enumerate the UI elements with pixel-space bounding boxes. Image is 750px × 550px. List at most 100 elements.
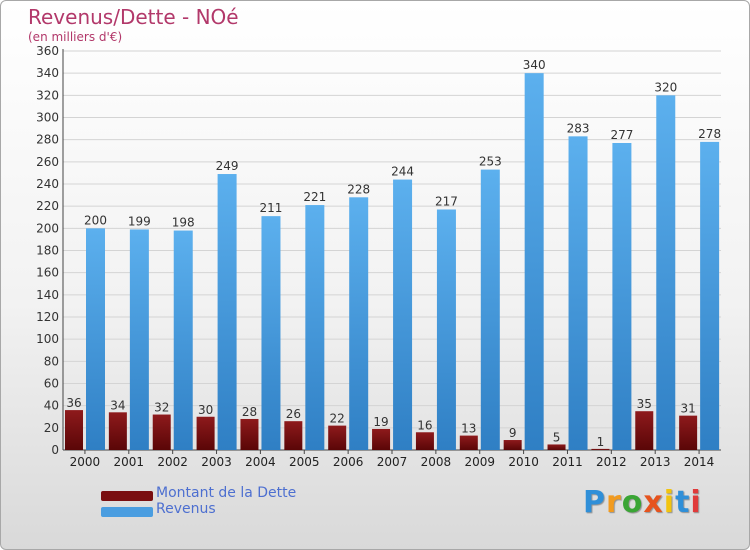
debt-bar — [415, 432, 434, 450]
y-tick-label: 60 — [44, 377, 59, 391]
revenue-value-label: 320 — [654, 80, 677, 94]
debt-value-label: 13 — [461, 422, 476, 436]
revenue-value-label: 253 — [479, 155, 502, 169]
x-tick-label: 2001 — [114, 455, 145, 469]
y-tick-label: 220 — [36, 199, 59, 213]
x-tick-label: 2004 — [245, 455, 276, 469]
revenue-value-label: 199 — [128, 214, 151, 228]
x-tick-label: 2010 — [508, 455, 539, 469]
y-tick-label: 340 — [36, 66, 59, 80]
debt-bar — [635, 411, 654, 450]
revenue-bar — [480, 169, 500, 450]
debt-bar — [679, 415, 698, 450]
y-tick-label: 0 — [51, 443, 59, 457]
y-tick-label: 280 — [36, 133, 59, 147]
proxiti-logo: Proxiti — [583, 485, 702, 520]
debt-bar — [108, 412, 127, 450]
debt-value-label: 5 — [553, 430, 561, 444]
legend-label-debt: Montant de la Dette — [156, 485, 297, 501]
x-tick-label: 2007 — [377, 455, 408, 469]
y-tick-label: 100 — [36, 332, 59, 346]
revenue-value-label: 244 — [391, 165, 414, 179]
revenue-value-label: 283 — [567, 121, 590, 135]
revenue-value-label: 249 — [216, 159, 239, 173]
revenue-bar — [436, 209, 456, 450]
debt-bar — [196, 416, 215, 450]
debt-bar — [459, 435, 478, 450]
y-tick-label: 300 — [36, 111, 59, 125]
y-tick-label: 240 — [36, 177, 59, 191]
x-tick-label: 2003 — [201, 455, 232, 469]
debt-value-label: 31 — [680, 402, 695, 416]
debt-value-label: 26 — [286, 407, 301, 421]
revenue-value-label: 217 — [435, 194, 458, 208]
debt-value-label: 32 — [154, 401, 169, 415]
legend-swatch-debt — [101, 491, 153, 501]
x-tick-label: 2006 — [333, 455, 364, 469]
revenue-bar — [568, 136, 588, 450]
debt-bar — [65, 410, 83, 450]
y-tick-label: 180 — [36, 244, 59, 258]
y-tick-label: 160 — [36, 266, 59, 280]
revenue-bar — [524, 73, 544, 451]
debt-bar — [284, 421, 303, 450]
x-tick-label: 2002 — [157, 455, 188, 469]
y-tick-label: 120 — [36, 310, 59, 324]
y-tick-label: 320 — [36, 88, 59, 102]
revenue-bar — [393, 179, 413, 451]
revenue-value-label: 200 — [84, 213, 107, 227]
debt-value-label: 19 — [373, 415, 388, 429]
revenue-bar — [305, 205, 325, 450]
debt-value-label: 16 — [417, 418, 432, 432]
debt-value-label: 22 — [330, 412, 345, 426]
x-tick-label: 2013 — [640, 455, 671, 469]
x-tick-label: 2012 — [596, 455, 627, 469]
revenue-bar — [261, 216, 281, 450]
debt-value-label: 9 — [509, 426, 517, 440]
debt-value-label: 28 — [242, 405, 257, 419]
y-tick-label: 200 — [36, 221, 59, 235]
debt-bar — [591, 448, 610, 450]
chart-subtitle: (en milliers d'€) — [28, 30, 123, 44]
revenue-value-label: 198 — [172, 216, 195, 230]
revenue-value-label: 228 — [347, 182, 370, 196]
x-tick-label: 2008 — [421, 455, 452, 469]
revenue-value-label: 277 — [610, 128, 633, 142]
x-tick-label: 2005 — [289, 455, 320, 469]
x-tick-label: 2000 — [70, 455, 101, 469]
x-tick-label: 2011 — [552, 455, 583, 469]
y-tick-label: 360 — [36, 44, 59, 58]
revenue-bar — [129, 229, 149, 450]
debt-bar — [152, 414, 171, 450]
revenue-bar — [86, 228, 105, 450]
revenue-bar — [656, 95, 676, 450]
revenue-value-label: 278 — [698, 127, 721, 141]
y-tick-label: 260 — [36, 155, 59, 169]
debt-value-label: 1 — [597, 435, 605, 449]
revenue-bar — [217, 174, 237, 450]
debt-bar — [240, 418, 259, 450]
y-tick-label: 40 — [44, 399, 59, 413]
revenue-bar — [612, 142, 632, 450]
chart-title: Revenus/Dette - NOé — [28, 5, 239, 29]
debt-value-label: 34 — [110, 398, 125, 412]
revenue-value-label: 221 — [303, 190, 326, 204]
debt-bar — [503, 440, 522, 450]
y-tick-label: 20 — [44, 421, 59, 435]
debt-value-label: 36 — [66, 396, 81, 410]
revenue-bar — [173, 230, 193, 450]
y-tick-label: 80 — [44, 354, 59, 368]
x-tick-label: 2014 — [684, 455, 715, 469]
x-tick-label: 2009 — [464, 455, 495, 469]
revenue-bar — [700, 141, 720, 450]
revenue-bar — [349, 197, 369, 450]
debt-bar — [547, 444, 566, 450]
debt-value-label: 30 — [198, 403, 213, 417]
debt-value-label: 35 — [637, 397, 652, 411]
revenue-value-label: 340 — [523, 58, 546, 72]
revenue-value-label: 211 — [260, 201, 283, 215]
y-tick-label: 140 — [36, 288, 59, 302]
debt-bar — [372, 428, 391, 450]
